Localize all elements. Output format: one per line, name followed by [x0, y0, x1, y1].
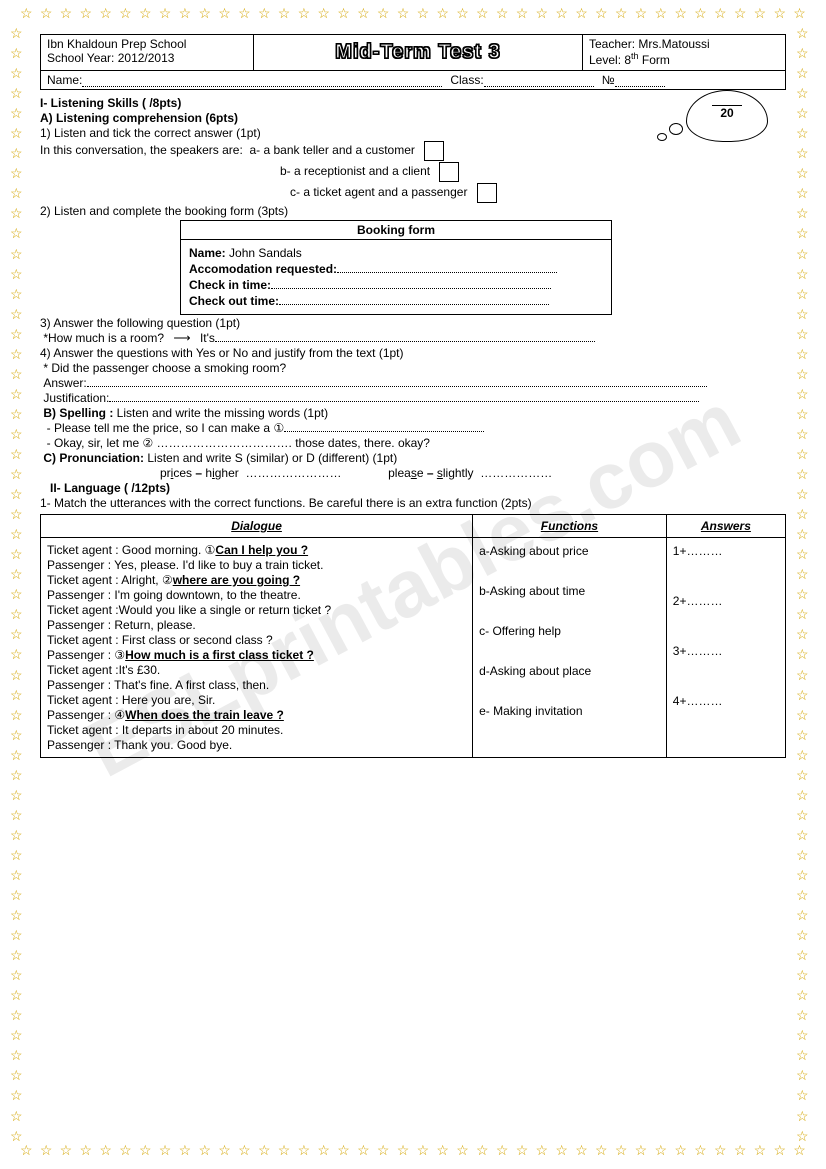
s2-q1: 1- Match the utterances with the correct…: [40, 496, 786, 510]
q1-opt-c: c- a ticket agent and a passenger: [290, 183, 786, 203]
q4-answer: Answer:: [40, 376, 786, 390]
name-label: Name:: [47, 73, 82, 87]
class-field[interactable]: [484, 73, 594, 87]
class-label: Class:: [450, 73, 483, 87]
accom-field[interactable]: [337, 272, 557, 273]
teacher-name: Teacher: Mrs.Matoussi: [589, 37, 779, 51]
star-border: ☆☆☆☆☆☆☆☆☆☆☆☆☆☆☆☆☆☆☆☆☆☆☆☆☆☆☆☆☆☆☆☆☆☆☆☆☆☆☆☆…: [796, 26, 816, 1143]
q1-intro: In this conversation, the speakers are: …: [40, 141, 786, 161]
q4: 4) Answer the questions with Yes or No a…: [40, 346, 786, 360]
arrow-icon: ⟶: [173, 331, 190, 345]
num-field[interactable]: [615, 73, 665, 87]
answer-field[interactable]: 1+………: [673, 544, 779, 558]
section-1b: B) Spelling : Listen and write the missi…: [40, 406, 786, 420]
b-line2: - Okay, sir, let me ② ……………………………. those…: [40, 436, 786, 450]
star-border: ☆☆☆☆☆☆☆☆☆☆☆☆☆☆☆☆☆☆☆☆☆☆☆☆☆☆☆☆☆☆☆☆☆☆☆☆☆☆☆☆: [20, 1143, 806, 1163]
checkbox-b[interactable]: [439, 162, 459, 182]
header-box: Ibn Khaldoun Prep School School Year: 20…: [40, 34, 786, 90]
dialogue-cell: Ticket agent : Good morning. ①Can I help…: [41, 538, 473, 758]
answers-cell: 1+……… 2+……… 3+……… 4+………: [666, 538, 785, 758]
b-line1: - Please tell me the price, so I can mak…: [40, 421, 786, 435]
level: Level: 8th Form: [589, 51, 779, 67]
q1-opt-b: b- a receptionist and a client: [280, 162, 786, 182]
spell1-field[interactable]: [284, 431, 484, 432]
star-border: ☆☆☆☆☆☆☆☆☆☆☆☆☆☆☆☆☆☆☆☆☆☆☆☆☆☆☆☆☆☆☆☆☆☆☆☆☆☆☆☆: [20, 6, 806, 26]
section-2-title: II- Language ( /12pts): [50, 481, 786, 495]
booking-name: John Sandals: [229, 246, 302, 260]
pron-pairs: prices – higher …………………… please – slight…: [160, 466, 786, 480]
q2: 2) Listen and complete the booking form …: [40, 204, 786, 218]
star-border: ☆☆☆☆☆☆☆☆☆☆☆☆☆☆☆☆☆☆☆☆☆☆☆☆☆☆☆☆☆☆☆☆☆☆☆☆☆☆☆☆…: [10, 26, 30, 1143]
answer-field[interactable]: 2+………: [673, 594, 779, 608]
dialogue-table: Dialogue Functions Answers Ticket agent …: [40, 514, 786, 758]
answer-field[interactable]: 3+………: [673, 644, 779, 658]
checkin-field[interactable]: [271, 288, 551, 289]
functions-cell: a-Asking about priceb-Asking about timec…: [473, 538, 667, 758]
q3-text: *How much is a room? ⟶ It's: [40, 331, 786, 345]
answer-field[interactable]: 4+………: [673, 694, 779, 708]
answer-field[interactable]: [87, 386, 707, 387]
q4-just: Justification:: [40, 391, 786, 405]
th-dialogue: Dialogue: [41, 515, 473, 538]
th-functions: Functions: [473, 515, 667, 538]
booking-form: Booking form Name: John Sandals Accomoda…: [180, 220, 612, 315]
test-title: Mid-Term Test 3: [260, 37, 576, 68]
section-1c: C) Pronunciation: Listen and write S (si…: [40, 451, 786, 465]
school-name: Ibn Khaldoun Prep School: [47, 37, 247, 51]
q3: 3) Answer the following question (1pt): [40, 316, 786, 330]
score-total: 20: [712, 106, 742, 120]
score-bubble: 20: [686, 90, 776, 155]
q3-field[interactable]: [215, 341, 595, 342]
th-answers: Answers: [666, 515, 785, 538]
booking-title: Booking form: [181, 221, 611, 240]
school-year: School Year: 2012/2013: [47, 51, 247, 65]
just-field[interactable]: [109, 401, 699, 402]
checkout-field[interactable]: [279, 304, 549, 305]
num-label: №: [602, 73, 615, 87]
checkbox-a[interactable]: [424, 141, 444, 161]
q4-text: * Did the passenger choose a smoking roo…: [40, 361, 786, 375]
section-1-title: I- Listening Skills ( /8pts): [40, 96, 786, 110]
name-field[interactable]: [82, 73, 442, 87]
checkbox-c[interactable]: [477, 183, 497, 203]
